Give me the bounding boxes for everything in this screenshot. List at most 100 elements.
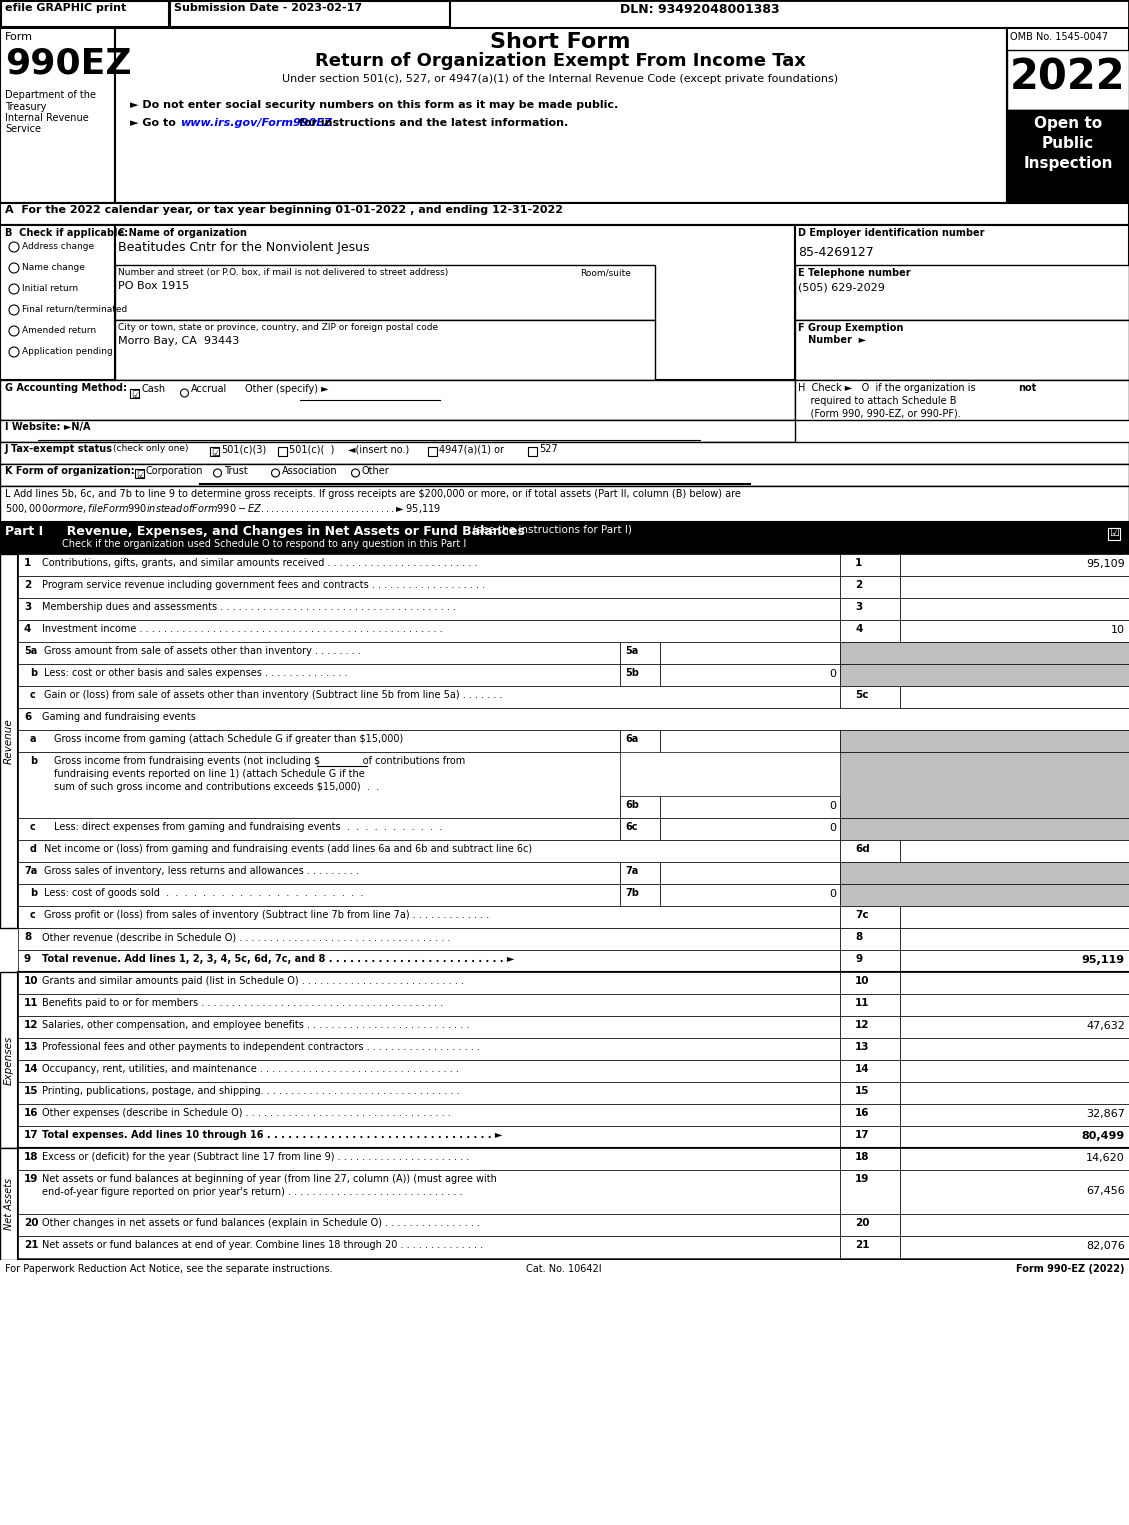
Bar [900,1148,1129,1170]
Bar [1,2,169,27]
Text: Cat. No. 10642I: Cat. No. 10642I [526,1264,602,1273]
Bar [840,1104,900,1125]
Text: Gross income from gaming (attach Schedule G if greater than $15,000): Gross income from gaming (attach Schedul… [54,734,403,744]
Text: E Telephone number: E Telephone number [798,268,911,278]
Text: $500,000 or more, file Form 990 instead of Form 990-EZ . . . . . . . . . . . . .: $500,000 or more, file Form 990 instead … [5,502,441,515]
Text: 0: 0 [829,889,835,900]
Text: Corporation: Corporation [146,467,203,476]
Text: a: a [30,734,36,744]
Bar [840,971,900,994]
Text: Short Form: Short Form [490,32,630,52]
Text: b: b [30,756,37,766]
Bar [620,796,660,817]
Text: www.irs.gov/Form990EZ: www.irs.gov/Form990EZ [180,117,332,128]
Bar [900,621,1129,642]
Text: 19: 19 [24,1174,38,1183]
Text: 12: 12 [855,1020,869,1029]
Bar [18,1104,840,1125]
Text: I Website: ►N/A: I Website: ►N/A [5,422,90,432]
Bar [660,730,840,752]
Bar [0,419,795,442]
Bar [18,708,1129,730]
Text: 7a: 7a [24,866,37,875]
Text: B  Check if applicable:: B Check if applicable: [5,229,128,238]
Text: 4: 4 [24,624,32,634]
Text: ► Go to: ► Go to [130,117,180,128]
Text: 1: 1 [24,558,32,567]
Bar [840,994,900,1016]
Text: Number and street (or P.O. box, if mail is not delivered to street address): Number and street (or P.O. box, if mail … [119,268,448,278]
Text: Excess or (deficit) for the year (Subtract line 17 from line 9) . . . . . . . . : Excess or (deficit) for the year (Subtra… [42,1151,470,1162]
Bar [1007,27,1129,203]
Text: 9: 9 [855,955,863,964]
Bar [900,994,1129,1016]
Text: 8: 8 [24,932,32,942]
Bar [620,663,660,686]
Bar [660,796,840,817]
Bar [115,265,655,320]
Bar [18,554,1129,929]
Circle shape [9,348,19,357]
Bar [1108,528,1120,540]
Bar [115,27,1007,203]
Text: 3: 3 [855,602,863,612]
Text: Department of the: Department of the [5,90,96,101]
Bar [428,447,437,456]
Text: 10: 10 [1111,625,1124,634]
Bar [840,686,900,708]
Text: 6c: 6c [625,822,638,833]
Text: 10: 10 [24,976,38,987]
Text: Occupancy, rent, utilities, and maintenance . . . . . . . . . . . . . . . . . . : Occupancy, rent, utilities, and maintena… [42,1064,458,1074]
Text: Initial return: Initial return [21,284,78,293]
Bar [0,380,795,419]
Text: 13: 13 [24,1042,38,1052]
Bar [18,929,840,950]
Text: fundraising events reported on line 1) (attach Schedule G if the: fundraising events reported on line 1) (… [54,769,365,779]
Text: 7b: 7b [625,888,639,898]
Text: ☑: ☑ [1109,528,1119,538]
Bar [170,2,450,27]
Bar [18,1170,840,1214]
Text: Cash: Cash [141,384,165,393]
Text: 5a: 5a [24,647,37,656]
Text: Other expenses (describe in Schedule O) . . . . . . . . . . . . . . . . . . . . : Other expenses (describe in Schedule O) … [42,1109,450,1118]
Bar [0,0,1129,27]
Text: c: c [30,822,36,833]
Text: 18: 18 [24,1151,38,1162]
Bar [900,1235,1129,1258]
Text: Revenue: Revenue [5,718,14,764]
Text: Gross amount from sale of assets other than inventory . . . . . . . .: Gross amount from sale of assets other t… [44,647,361,656]
Text: Trust: Trust [224,467,247,476]
Text: 15: 15 [855,1086,869,1096]
Text: (Form 990, 990-EZ, or 990-PF).: (Form 990, 990-EZ, or 990-PF). [798,409,961,419]
Text: 8: 8 [855,932,863,942]
Bar [660,862,840,884]
Text: K Form of organization:: K Form of organization: [5,467,134,476]
Text: Name change: Name change [21,262,85,271]
Bar [18,1060,840,1083]
Bar [18,994,840,1016]
Bar [840,1235,900,1258]
Bar [900,929,1129,950]
Text: 5a: 5a [625,647,638,656]
Text: 21: 21 [855,1240,869,1250]
Bar [840,1016,900,1039]
Text: Salaries, other compensation, and employee benefits . . . . . . . . . . . . . . : Salaries, other compensation, and employ… [42,1020,470,1029]
Text: Program service revenue including government fees and contracts . . . . . . . . : Program service revenue including govern… [42,580,485,590]
Text: Room/suite: Room/suite [580,268,631,278]
Text: 85-4269127: 85-4269127 [798,246,874,259]
Text: 15: 15 [24,1086,38,1096]
Text: 14: 14 [24,1064,38,1074]
Bar [0,464,1129,486]
Text: c: c [30,910,36,920]
Bar [18,1083,840,1104]
Text: Open to
Public
Inspection: Open to Public Inspection [1023,116,1113,171]
Bar [840,598,900,621]
Bar [18,862,620,884]
Text: Gross profit or (loss) from sales of inventory (Subtract line 7b from line 7a) .: Gross profit or (loss) from sales of inv… [44,910,489,920]
Bar [18,1214,840,1235]
Bar [0,27,115,203]
Bar [660,884,840,906]
Bar [840,884,1129,906]
Text: 32,867: 32,867 [1086,1109,1124,1119]
